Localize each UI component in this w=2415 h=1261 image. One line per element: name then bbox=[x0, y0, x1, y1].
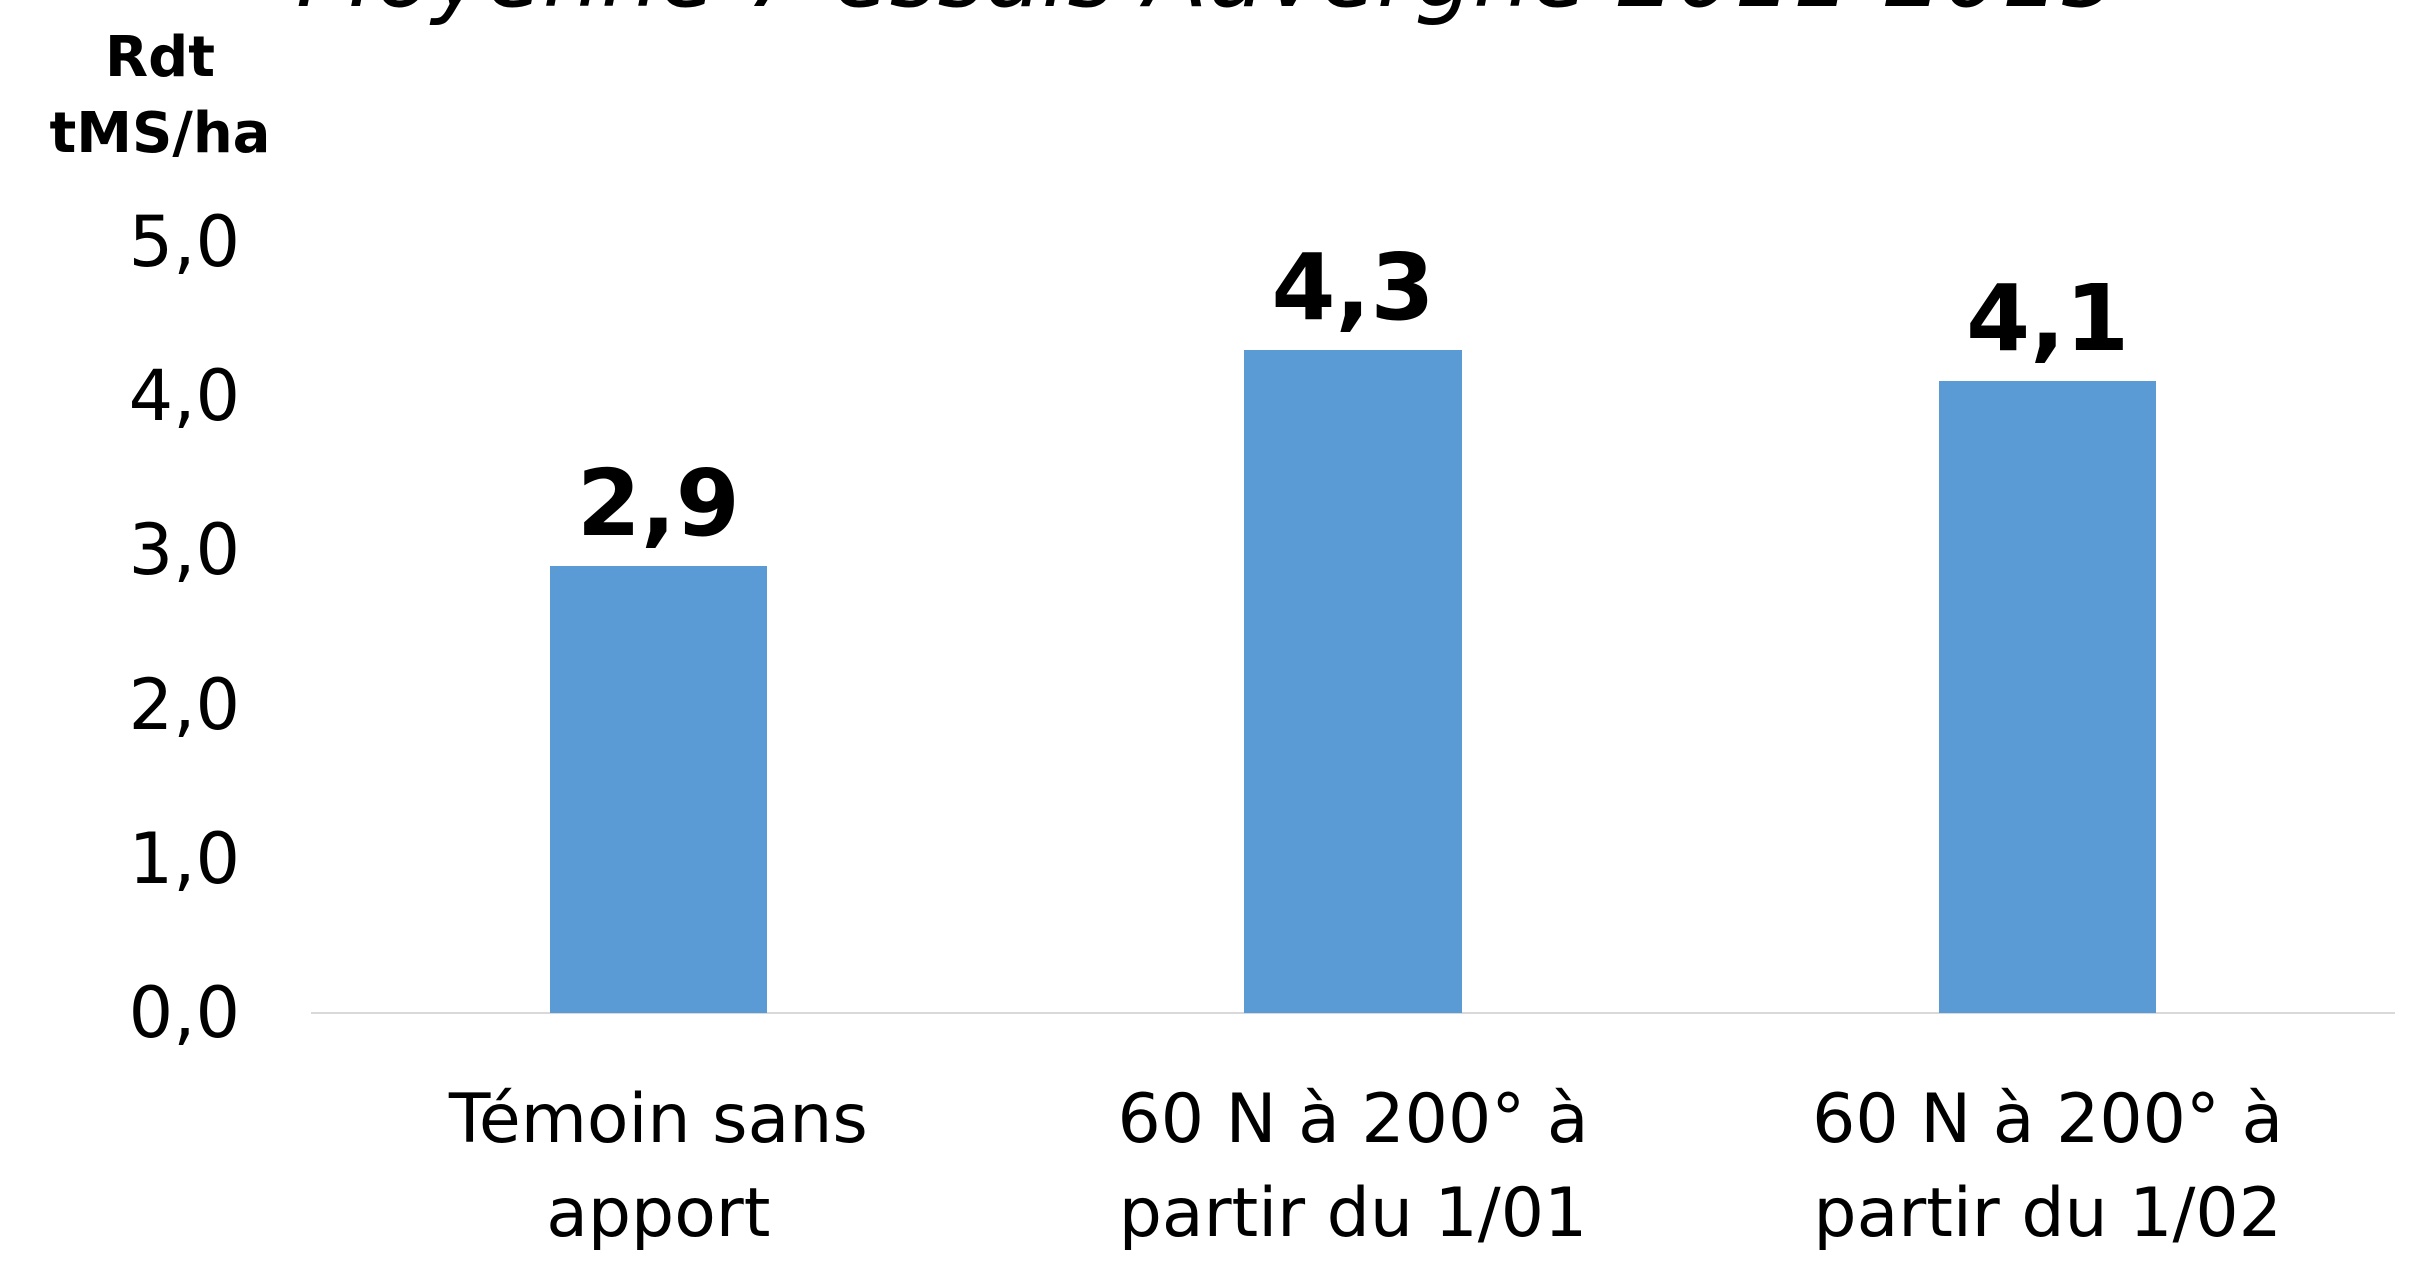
bar bbox=[1938, 380, 2157, 1013]
bar bbox=[1244, 349, 1462, 1013]
x-axis-line bbox=[311, 1012, 2395, 1014]
y-tick-label: 4,0 bbox=[128, 355, 240, 438]
x-tick-label: 60 N à 200° à partir du 1/01 bbox=[1117, 1080, 1589, 1253]
y-tick-label: 2,0 bbox=[128, 663, 240, 746]
y-tick-label: 3,0 bbox=[128, 509, 240, 592]
value-label: 4,1 bbox=[1966, 264, 2130, 372]
x-tick-label: Témoin sans apport bbox=[448, 1080, 868, 1253]
y-tick-label: 1,0 bbox=[128, 817, 240, 900]
value-label: 2,9 bbox=[576, 449, 740, 557]
value-label: 4,3 bbox=[1271, 233, 1435, 341]
x-tick-label: 60 N à 200° à partir du 1/02 bbox=[1812, 1080, 2284, 1253]
y-tick-label: 0,0 bbox=[128, 972, 240, 1054]
y-axis-label: tMS/ha bbox=[49, 101, 271, 166]
bar bbox=[549, 565, 768, 1013]
chart-title: Moyenne 7 essais Auvergne 2011-2015 bbox=[0, 0, 2415, 30]
y-tick-label: 5,0 bbox=[128, 201, 240, 283]
y-axis-label: Rdt bbox=[105, 25, 215, 90]
